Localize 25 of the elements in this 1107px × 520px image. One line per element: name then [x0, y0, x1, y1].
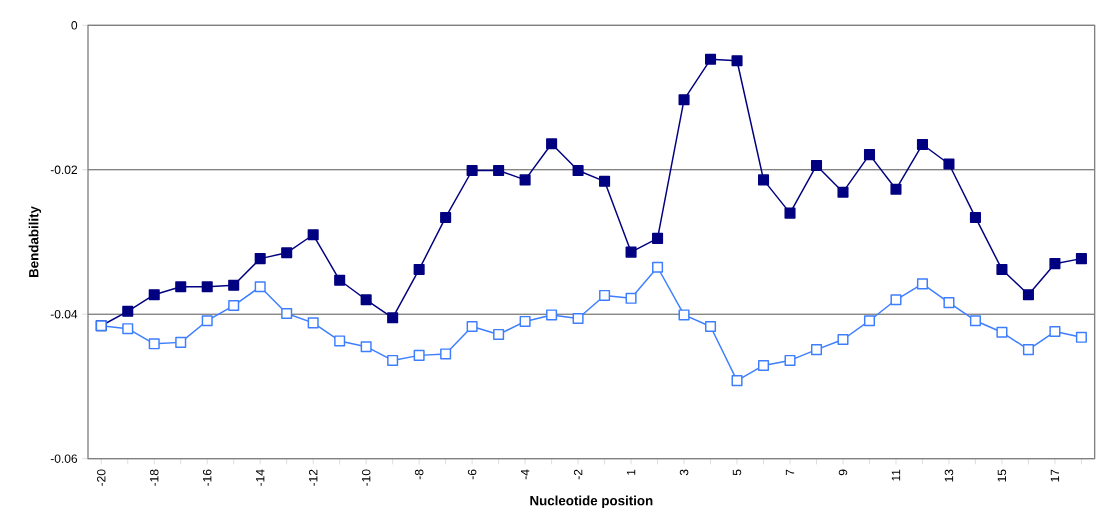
- x-tick-label: 7: [785, 469, 795, 476]
- x-tick-label: 9: [838, 469, 848, 476]
- y-tick-label: -0.06: [50, 454, 78, 463]
- x-tick-label: -18: [149, 469, 159, 486]
- x-tick-label: -4: [520, 469, 530, 480]
- y-axis-title: Bendability: [28, 206, 42, 278]
- x-tick-label: -2: [573, 469, 583, 480]
- x-tick-label: -16: [202, 469, 212, 486]
- x-tick-label: 5: [732, 469, 742, 476]
- y-tick-label: 0: [71, 21, 78, 30]
- x-tick-label: -10: [361, 469, 371, 486]
- x-tick-label: 17: [1050, 469, 1060, 482]
- x-tick-label: -8: [414, 469, 424, 480]
- x-tick-label: 11: [891, 469, 901, 481]
- x-tick-label: -12: [308, 469, 318, 486]
- y-tick-label: -0.04: [50, 309, 78, 319]
- x-tick-label: 15: [997, 469, 1007, 482]
- x-tick-label: -6: [467, 469, 477, 480]
- x-tick-label: -14: [256, 469, 265, 486]
- x-tick-label: 3: [679, 469, 689, 476]
- y-tick-label: -0.02: [50, 165, 77, 175]
- x-tick-label: -20: [97, 469, 106, 486]
- x-tick-label: 13: [944, 469, 954, 482]
- x-axis-title: Nucleotide position: [530, 495, 653, 508]
- x-tick-label: 1: [626, 469, 636, 475]
